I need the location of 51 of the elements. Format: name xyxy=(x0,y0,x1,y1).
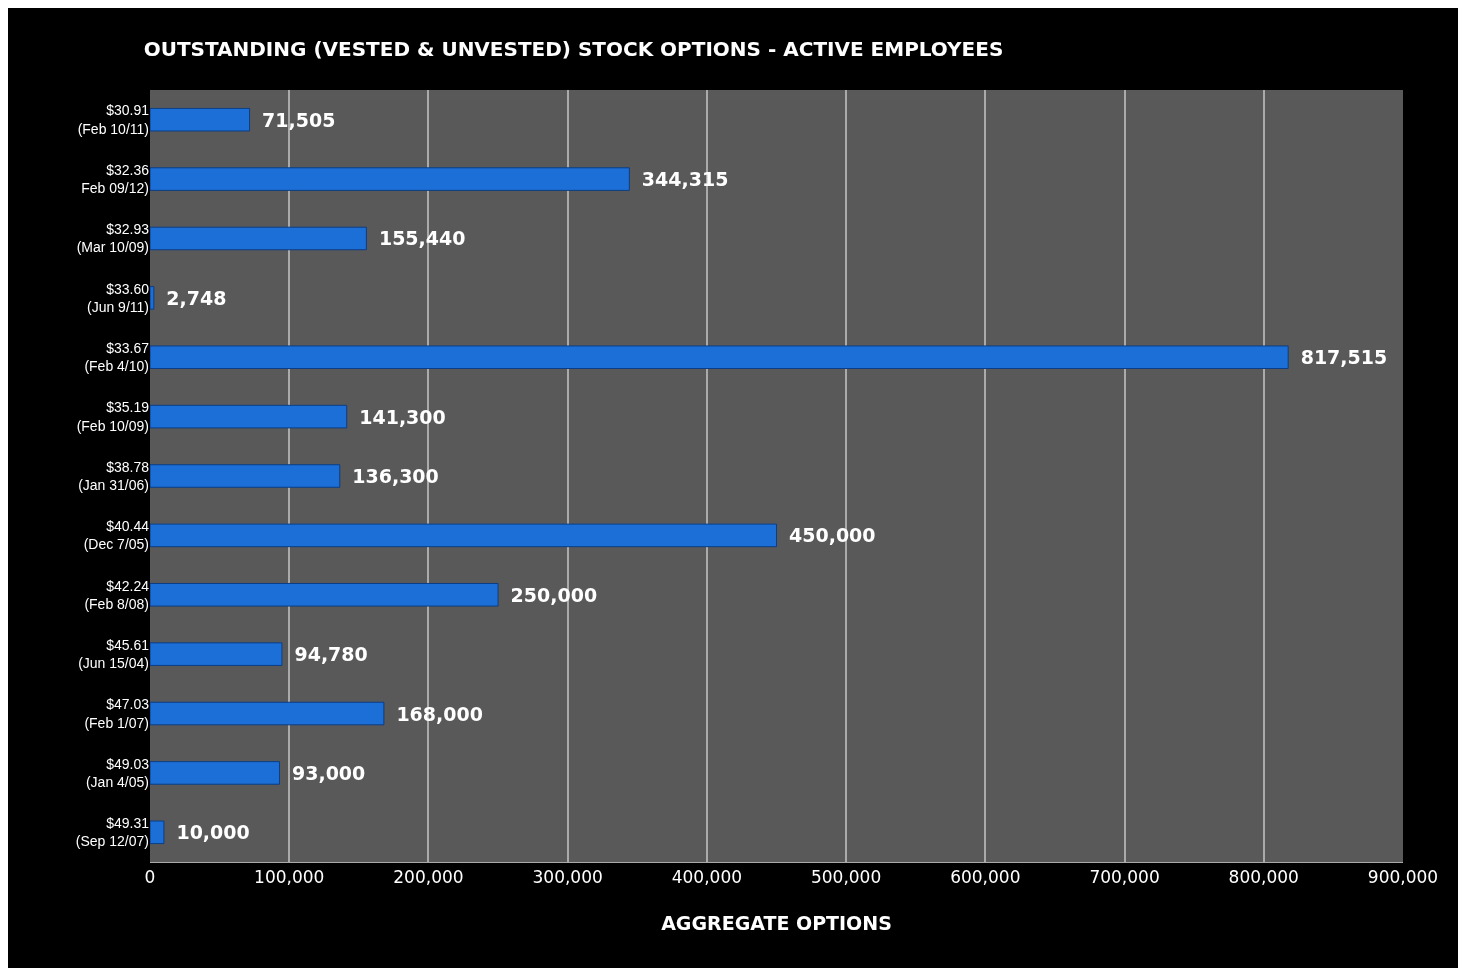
bar xyxy=(150,404,348,429)
data-label: 10,000 xyxy=(166,821,250,844)
y-tick-label: $45.61 (Jun 15/04) xyxy=(78,636,150,672)
bar xyxy=(150,701,385,726)
data-label: 168,000 xyxy=(386,702,483,725)
bar xyxy=(150,345,1289,370)
x-tick-label: 900,000 xyxy=(1367,867,1439,888)
data-label: 71,505 xyxy=(252,108,336,131)
data-label: 136,300 xyxy=(342,465,439,487)
y-tick-label: $42.24 (Feb 8/08) xyxy=(84,577,150,612)
data-label: 2,748 xyxy=(156,286,227,309)
data-label: 94,780 xyxy=(284,643,368,666)
x-tick-label: 300,000 xyxy=(532,867,603,888)
y-tick-label: $40.44 (Dec 7/05) xyxy=(83,518,150,553)
bar xyxy=(150,286,155,310)
bar xyxy=(150,107,251,132)
data-label: 141,300 xyxy=(349,405,446,428)
bar xyxy=(150,820,165,845)
x-tick-label: 200,000 xyxy=(393,867,464,888)
x-tick-label: 600,000 xyxy=(950,867,1021,888)
data-label: 250,000 xyxy=(501,583,598,606)
y-tick-label: $38.78 (Jan 31/06) xyxy=(78,458,150,493)
y-tick-label: $49.31 (Sep 12/07) xyxy=(75,815,150,850)
bar xyxy=(150,226,367,251)
data-label: 450,000 xyxy=(779,524,876,547)
x-tick-label: 800,000 xyxy=(1228,867,1299,888)
y-tick-label: $33.60 (Jun 9/11) xyxy=(87,280,150,315)
bar xyxy=(150,523,777,548)
data-label: 344,315 xyxy=(632,168,729,191)
bar xyxy=(150,642,283,666)
y-tick-label: $30.91 (Feb 10/11) xyxy=(77,102,150,137)
data-label: 817,515 xyxy=(1291,346,1388,369)
bar xyxy=(150,464,341,488)
y-tick-label: $32.36 Feb 09/12) xyxy=(81,161,150,197)
bar xyxy=(150,167,630,191)
x-tick-label: 700,000 xyxy=(1089,867,1160,888)
x-tick-label: 0 xyxy=(144,867,156,888)
x-tick-label: 100,000 xyxy=(254,867,325,888)
y-tick-label: $33.67 (Feb 4/10) xyxy=(84,340,150,375)
x-tick-label: 500,000 xyxy=(810,867,882,888)
data-label: 155,440 xyxy=(369,227,466,250)
y-tick-label: $32.93 (Mar 10/09) xyxy=(76,221,150,256)
bar xyxy=(150,761,280,785)
y-tick-label: $47.03 (Feb 1/07) xyxy=(84,696,150,731)
y-tick-label: $35.19 (Feb 10/09) xyxy=(76,399,150,434)
x-tick-label: 400,000 xyxy=(671,867,743,888)
y-tick-label: $49.03 (Jan 4/05) xyxy=(85,755,150,790)
bar xyxy=(150,582,499,607)
data-label: 93,000 xyxy=(282,761,366,784)
x-axis-title: AGGREGATE OPTIONS xyxy=(661,912,892,935)
chart-title: OUTSTANDING (VESTED & UNVESTED) STOCK OPTIONS - ACTIVE EMPLOYEES xyxy=(143,36,1004,61)
